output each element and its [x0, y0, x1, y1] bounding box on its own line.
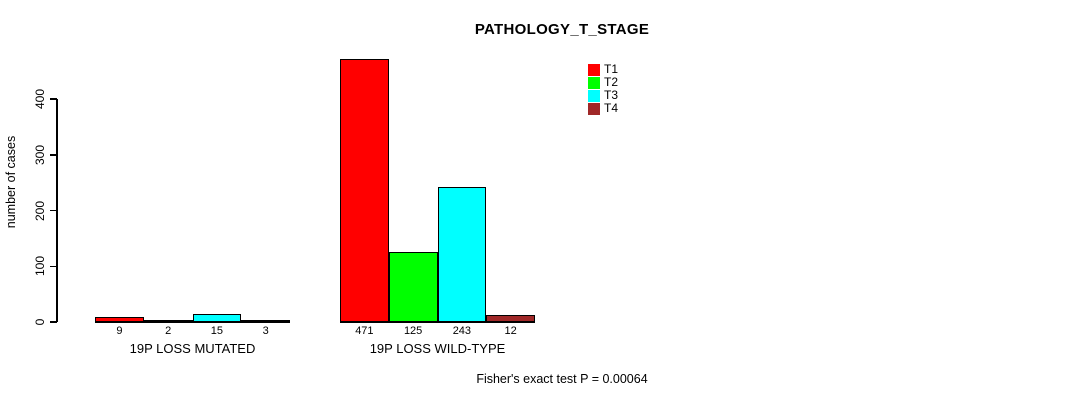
bar-value-t2-19p-loss-mutated: 2 — [165, 325, 172, 337]
bar-value-t3-19p-loss-mutated: 15 — [210, 325, 223, 337]
bar-value-t4-19p-loss-mutated: 3 — [262, 325, 269, 337]
baseline-19p-loss-mutated — [95, 320, 290, 323]
legend-item-t3: T3 — [588, 89, 668, 102]
y-tick-label-100: 100 — [33, 256, 47, 277]
legend-swatch-t3 — [588, 89, 600, 102]
bar-value-t3-19p-loss-wild-type: 243 — [452, 325, 472, 337]
bar-value-t1-19p-loss-mutated: 9 — [116, 325, 123, 337]
legend-label-t1: T1 — [604, 62, 619, 76]
y-tick-mark-300 — [50, 154, 57, 156]
y-tick-label-300: 300 — [33, 144, 47, 165]
y-axis-title: number of cases — [4, 135, 18, 229]
bar-value-t2-19p-loss-wild-type: 125 — [403, 325, 423, 337]
legend-item-t1: T1 — [588, 63, 668, 76]
fisher-test-annotation: Fisher's exact test P = 0.00064 — [476, 372, 648, 386]
legend-swatch-t2 — [588, 76, 600, 89]
y-tick-label-400: 400 — [33, 88, 47, 110]
bar-t2-19p-loss-wild-type — [388, 252, 438, 322]
y-tick-label-200: 200 — [33, 200, 47, 221]
legend-label-t2: T2 — [604, 75, 619, 89]
legend-label-t3: T3 — [604, 88, 619, 102]
legend-item-t4: T4 — [588, 102, 668, 115]
y-tick-mark-0 — [50, 321, 57, 323]
y-tick-mark-100 — [50, 265, 57, 267]
category-label-19p-loss-mutated: 19P LOSS MUTATED — [129, 341, 256, 356]
bar-value-t4-19p-loss-wild-type: 12 — [504, 325, 517, 337]
y-tick-label-0: 0 — [33, 318, 47, 326]
legend-swatch-t4 — [588, 102, 600, 115]
legend-swatch-t1 — [588, 63, 600, 76]
bar-t1-19p-loss-wild-type — [340, 59, 389, 322]
category-label-19p-loss-wild-type: 19P LOSS WILD-TYPE — [369, 341, 506, 356]
y-tick-mark-200 — [50, 209, 57, 212]
bar-value-t1-19p-loss-wild-type: 471 — [355, 325, 374, 337]
y-tick-mark-400 — [50, 98, 57, 100]
bar-t3-19p-loss-wild-type — [437, 187, 487, 322]
legend-label-t4: T4 — [604, 101, 619, 115]
legend-item-t2: T2 — [588, 76, 668, 89]
baseline-19p-loss-wild-type — [340, 320, 535, 323]
chart-title: PATHOLOGY_T_STAGE — [474, 21, 650, 38]
